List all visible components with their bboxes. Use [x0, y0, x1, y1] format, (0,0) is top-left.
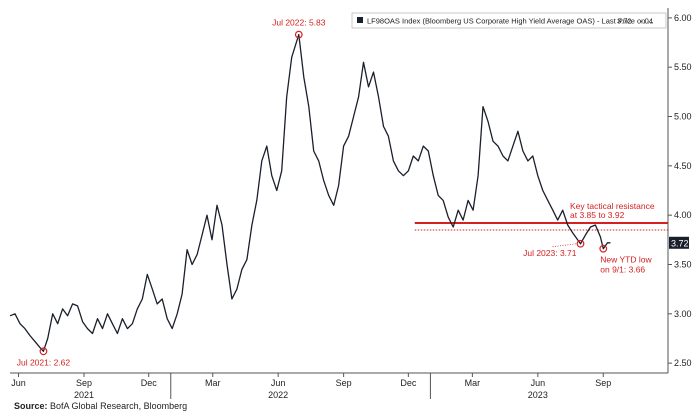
x-tick-label: Jun: [531, 378, 546, 388]
legend-value: 3.72: [617, 17, 632, 26]
series-line: [9, 33, 611, 352]
legend-change: -.04: [640, 17, 653, 26]
jul-2023-leader: [552, 243, 577, 248]
y-tick-label: 4.50: [674, 161, 692, 171]
resistance-label-line2: at 3.85 to 3.92: [570, 210, 625, 220]
ytd-low-label-line2: on 9/1: 3.66: [600, 265, 645, 275]
y-tick-label: 4.00: [674, 210, 692, 220]
y-tick-label: 3.50: [674, 259, 692, 269]
y-tick-label: 5.00: [674, 112, 692, 122]
axes: 2.50 3.00 3.50 4.00 4.50 5.00 5.50 6.00 Jun Sep De…: [10, 8, 692, 400]
low-2021-marker: [39, 347, 48, 356]
source-label: Source:: [14, 401, 48, 411]
x-tick-label: Mar: [205, 378, 221, 388]
peak-marker: [294, 30, 303, 39]
spread-chart: 2.50 3.00 3.50 4.00 4.50 5.00 5.50 6.00 Jun Sep De…: [9, 8, 692, 400]
annotation-labels: Jul 2022: 5.83 Jul 2021: 2.62 Jul 2023: 3.…: [17, 18, 655, 368]
peak-label: Jul 2022: 5.83: [272, 18, 326, 28]
x-tick-label: Dec: [400, 378, 417, 388]
x-tick-label: Mar: [465, 378, 481, 388]
last-price-label: 3.72: [671, 238, 689, 248]
x-year-label: 2022: [268, 390, 288, 400]
ytd-low-marker: [599, 244, 608, 253]
x-tick-label: Jun: [271, 378, 286, 388]
legend-series-label: LF98OAS Index (Bloomberg US Corporate Hi…: [367, 17, 654, 26]
ytd-low-label-line1: New YTD low: [600, 255, 652, 265]
y-tick-label: 5.50: [674, 62, 692, 72]
x-tick-label: Sep: [595, 378, 611, 388]
x-tick-label: Dec: [141, 378, 158, 388]
x-year-label: 2021: [74, 390, 94, 400]
resistance-band: [414, 222, 668, 231]
spread-series-path: [9, 33, 611, 352]
source-text: BofA Global Research, Bloomberg: [50, 401, 188, 411]
x-tick-label: Sep: [336, 378, 352, 388]
y-tick-label: 6.00: [674, 13, 692, 23]
x-year-label: 2023: [528, 390, 548, 400]
source-note: Source: BofA Global Research, Bloomberg: [14, 401, 187, 411]
resistance-label-line1: Key tactical resistance: [570, 201, 655, 211]
y-tick-label: 2.50: [674, 358, 692, 368]
legend-swatch: [357, 17, 363, 23]
jul-2023-label: Jul 2023: 3.71: [523, 248, 577, 258]
x-tick-label: Sep: [76, 378, 92, 388]
x-tick-label: Jun: [11, 378, 26, 388]
y-tick-label: 3.00: [674, 309, 692, 319]
last-price-box: [669, 236, 689, 249]
jul-2023-marker: [576, 239, 585, 248]
legend-box: [351, 12, 667, 29]
low-2021-label: Jul 2021: 2.62: [17, 357, 71, 367]
annotation-markers: [39, 30, 608, 356]
